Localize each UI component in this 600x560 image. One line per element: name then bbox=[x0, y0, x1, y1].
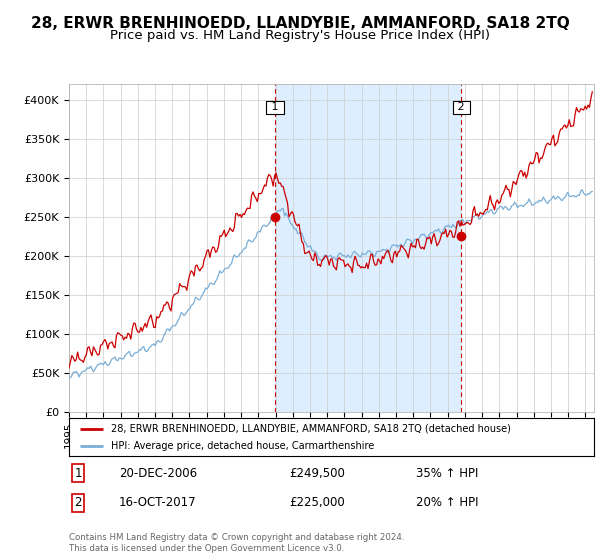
Text: 20-DEC-2006: 20-DEC-2006 bbox=[119, 466, 197, 480]
Text: Contains HM Land Registry data © Crown copyright and database right 2024.
This d: Contains HM Land Registry data © Crown c… bbox=[69, 533, 404, 553]
Bar bbox=[275, 84, 461, 412]
Text: 35% ↑ HPI: 35% ↑ HPI bbox=[415, 466, 478, 480]
Text: 2: 2 bbox=[454, 102, 469, 113]
Text: 16-OCT-2017: 16-OCT-2017 bbox=[119, 496, 197, 509]
Text: HPI: Average price, detached house, Carmarthenshire: HPI: Average price, detached house, Carm… bbox=[111, 441, 374, 451]
Text: £249,500: £249,500 bbox=[290, 466, 346, 480]
Text: 2: 2 bbox=[74, 496, 82, 509]
Text: 1: 1 bbox=[74, 466, 82, 480]
Text: £225,000: £225,000 bbox=[290, 496, 345, 509]
Text: 28, ERWR BRENHINOEDD, LLANDYBIE, AMMANFORD, SA18 2TQ: 28, ERWR BRENHINOEDD, LLANDYBIE, AMMANFO… bbox=[31, 16, 569, 31]
Text: 1: 1 bbox=[268, 102, 282, 113]
Text: Price paid vs. HM Land Registry's House Price Index (HPI): Price paid vs. HM Land Registry's House … bbox=[110, 29, 490, 42]
Text: 28, ERWR BRENHINOEDD, LLANDYBIE, AMMANFORD, SA18 2TQ (detached house): 28, ERWR BRENHINOEDD, LLANDYBIE, AMMANFO… bbox=[111, 423, 511, 433]
Text: 20% ↑ HPI: 20% ↑ HPI bbox=[415, 496, 478, 509]
